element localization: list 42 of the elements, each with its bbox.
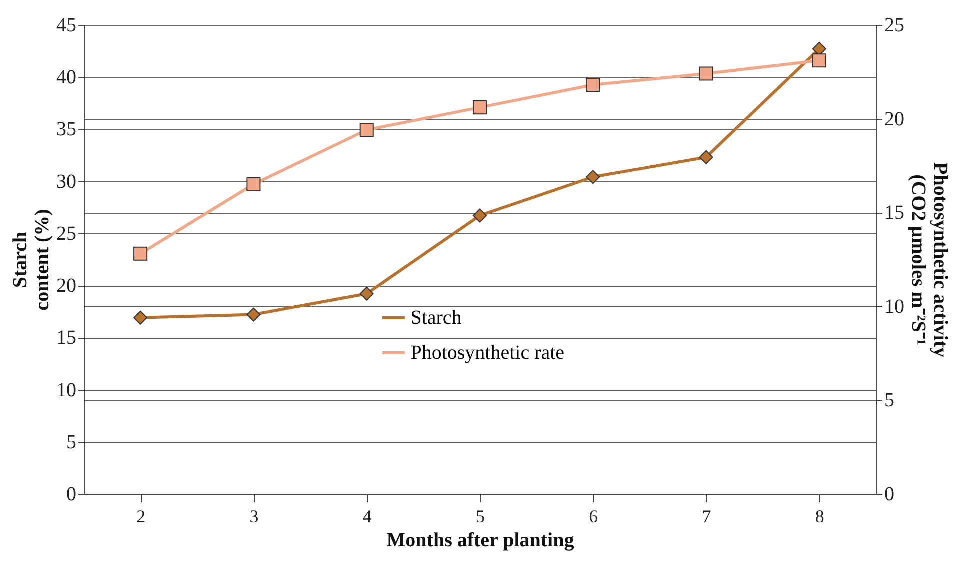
point <box>360 123 374 138</box>
x-axis-title: Months after planting <box>386 530 574 552</box>
legend-label: Starch <box>410 307 462 329</box>
point <box>246 308 261 322</box>
x-tick-label: 4 <box>362 506 372 526</box>
y-tick-label: 25 <box>56 222 76 245</box>
point <box>134 310 148 325</box>
y2-axis-title: Photosynthetic activity (CO2 µmoles m⁻²S⁻¹ <box>908 162 952 358</box>
y2-tick-label: 20 <box>884 108 904 130</box>
y2-tick-label: 10 <box>884 296 904 318</box>
point <box>472 100 488 115</box>
point <box>699 150 714 164</box>
y-tick-label: 20 <box>56 275 76 298</box>
y-tick-label: 35 <box>56 118 76 141</box>
point <box>699 66 714 81</box>
y-tick-label: 0 <box>66 484 76 506</box>
y2-tick-label: 25 <box>884 14 904 36</box>
x-tick-label: 7 <box>702 506 712 526</box>
point <box>812 42 826 56</box>
point <box>472 208 488 223</box>
y-tick-label: 40 <box>56 66 76 89</box>
y2-tick-label: 5 <box>884 390 894 412</box>
y-tick-label: 5 <box>66 431 76 454</box>
y2-tick-label: 15 <box>884 202 904 224</box>
point <box>360 286 374 301</box>
y-tick-label: 45 <box>56 14 76 36</box>
legend-label: Photosynthetic rate <box>410 342 565 364</box>
x-tick-label: 3 <box>250 506 259 526</box>
x-tick-label: 5 <box>476 506 485 526</box>
y-tick-label: 15 <box>56 327 76 350</box>
x-tick-label: 8 <box>815 506 824 526</box>
x-tick-label: 2 <box>136 506 146 526</box>
point <box>134 246 148 261</box>
x-tick-label: 6 <box>589 506 598 526</box>
point <box>586 78 600 92</box>
y-axis-title: Starch content (%) <box>10 209 54 311</box>
y-tick-label: 30 <box>56 170 76 193</box>
y2-tick-label: 0 <box>884 484 894 506</box>
y-tick-label: 10 <box>56 379 76 402</box>
point <box>812 54 826 68</box>
point <box>586 170 600 184</box>
point <box>246 177 261 192</box>
